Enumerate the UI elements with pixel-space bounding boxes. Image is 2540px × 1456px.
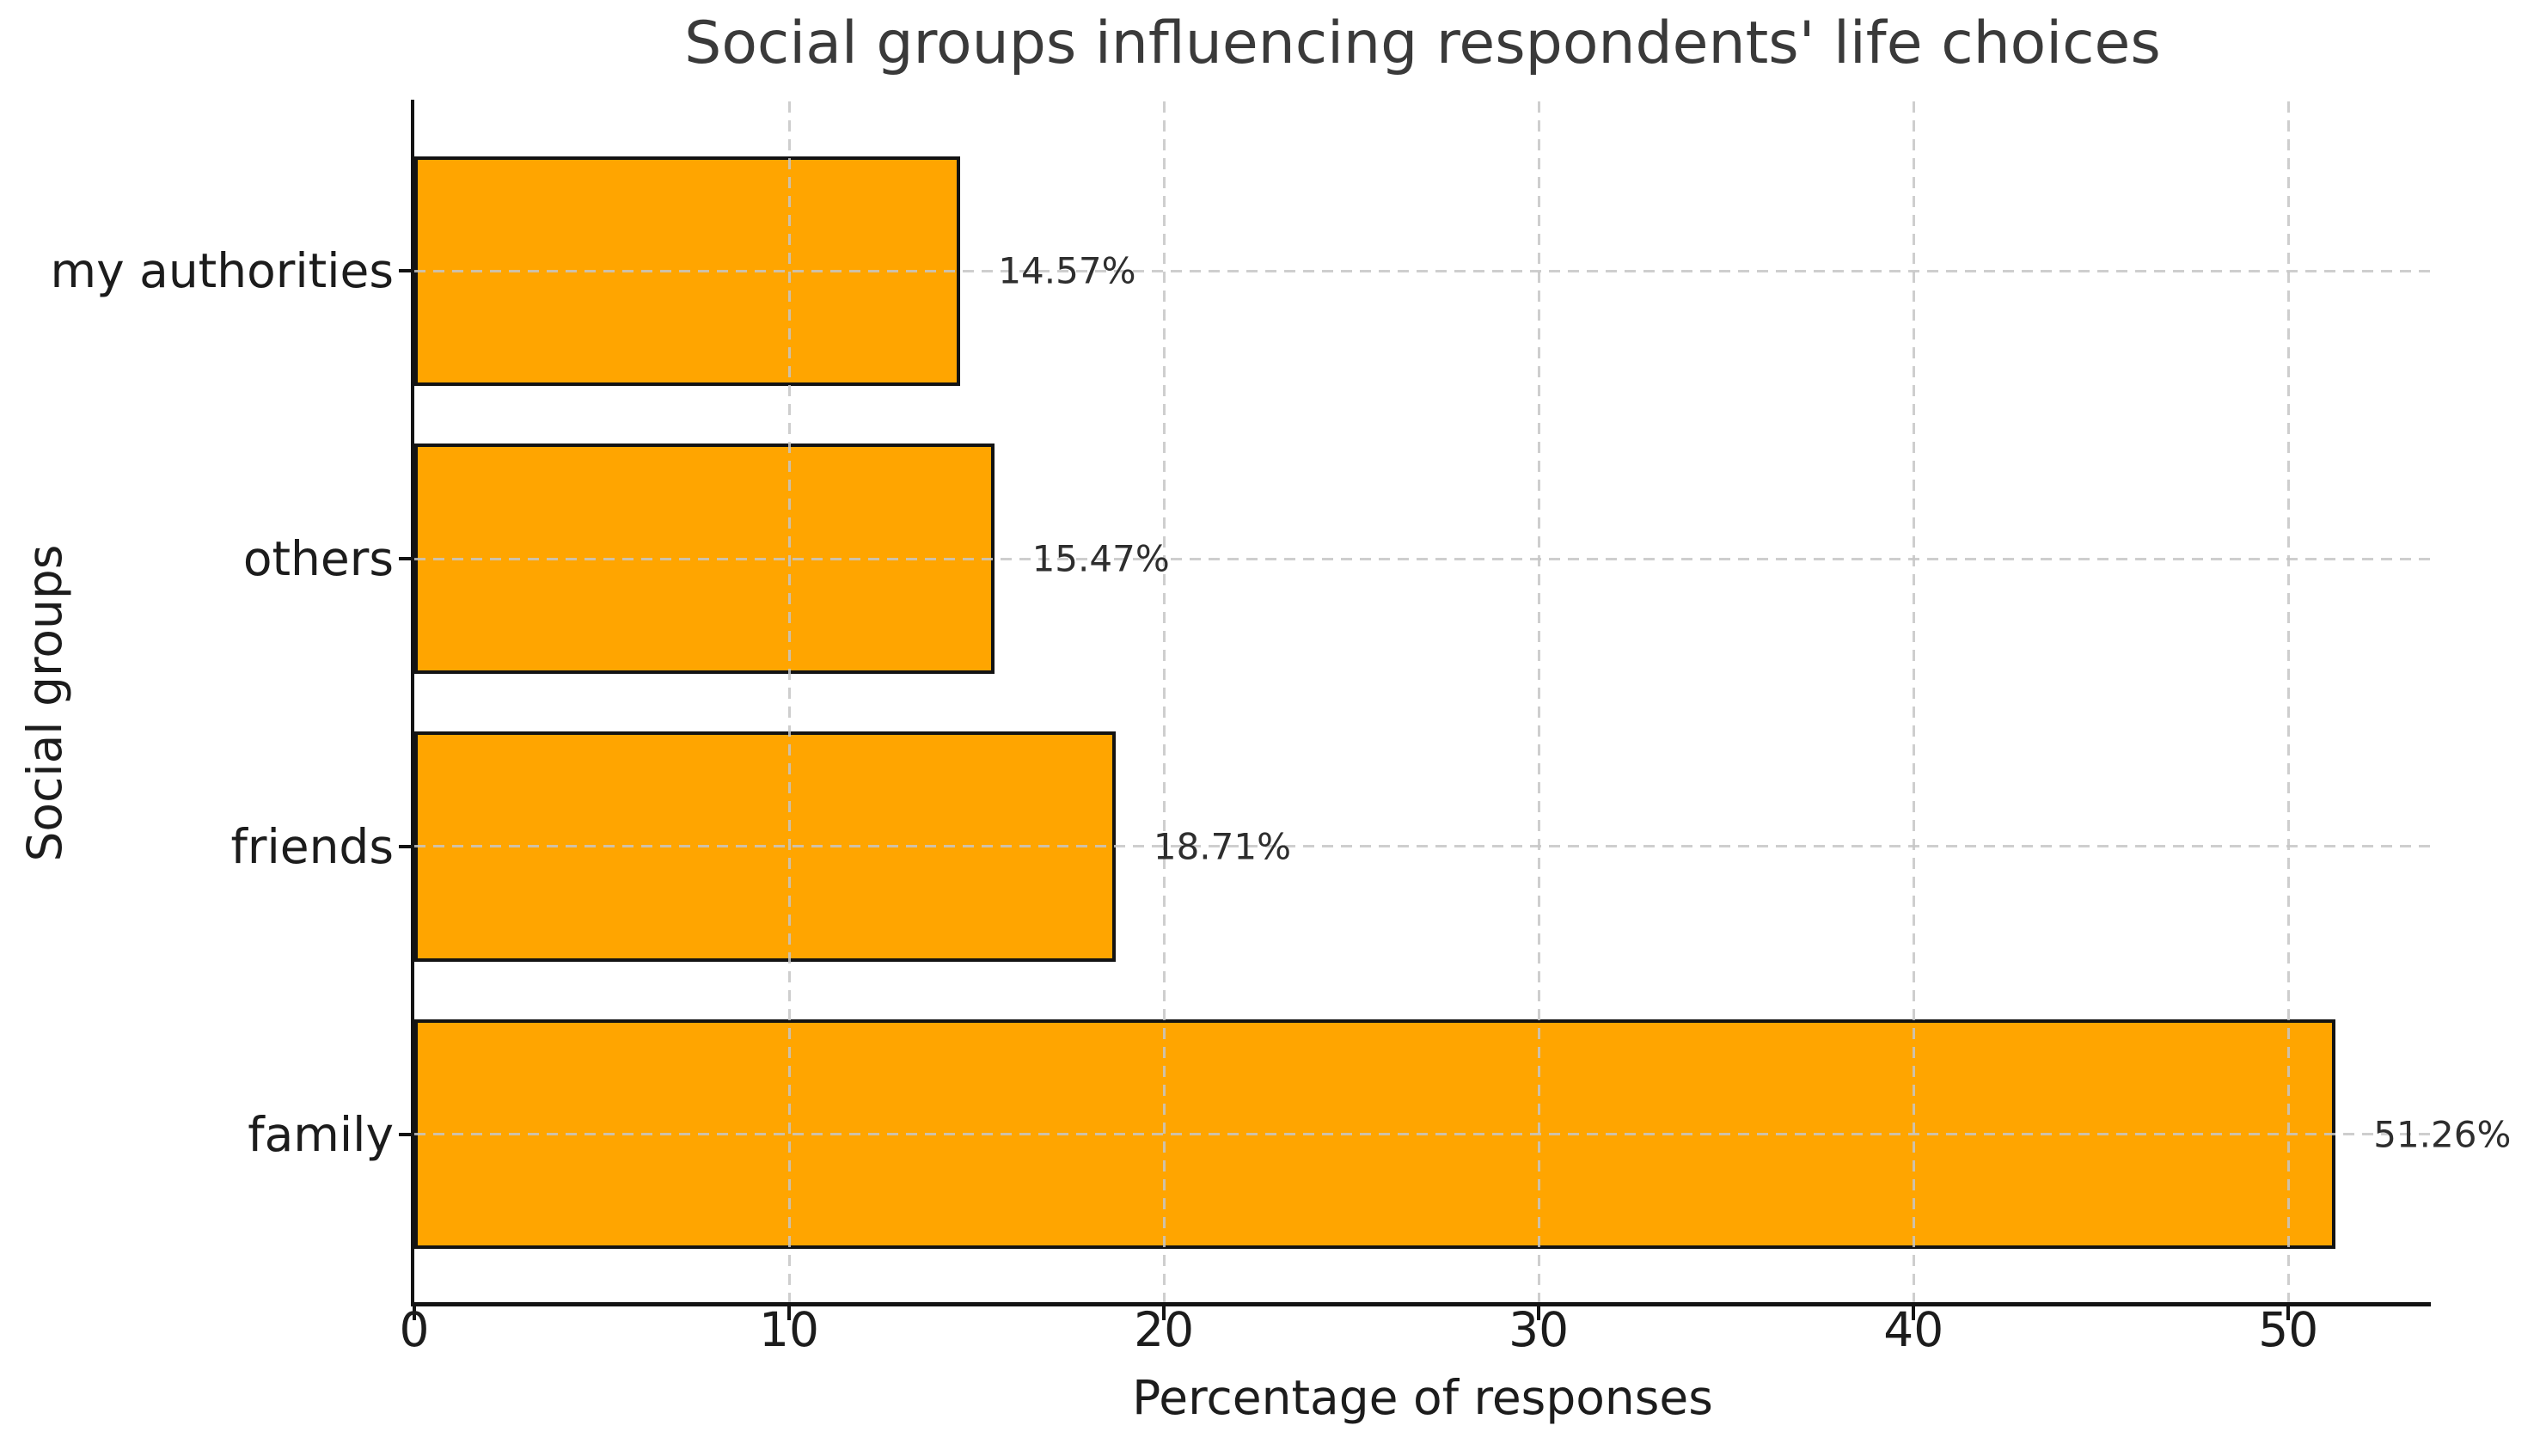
y-axis-label: Social groups — [17, 544, 72, 862]
axis-bottom-spine — [411, 1302, 2431, 1306]
y-tick-label: others — [242, 531, 394, 587]
x-tick — [2286, 1306, 2291, 1320]
y-tick — [399, 557, 411, 561]
y-tick — [399, 844, 411, 848]
x-tick-label: 50 — [2258, 1302, 2319, 1357]
x-tick — [413, 1306, 416, 1320]
x-gridline — [787, 101, 791, 1304]
y-gridline — [414, 845, 2431, 848]
y-tick-label: my authorities — [50, 243, 394, 299]
x-gridline — [2286, 101, 2290, 1304]
bar-value-label: 14.57% — [998, 249, 1136, 292]
bar-value-label: 18.71% — [1153, 825, 1292, 868]
bar-value-label: 51.26% — [2373, 1113, 2512, 1156]
y-tick — [399, 1132, 411, 1136]
bar-value-label: 15.47% — [1031, 537, 1170, 580]
x-axis-label: Percentage of responses — [1132, 1370, 1713, 1425]
x-gridline — [1537, 101, 1540, 1304]
x-gridline — [1162, 101, 1166, 1304]
x-tick — [787, 1306, 792, 1320]
x-tick-label: 30 — [1509, 1302, 1570, 1357]
x-tick-label: 40 — [1883, 1302, 1944, 1357]
y-gridline — [414, 1133, 2431, 1136]
axis-left-spine — [411, 100, 414, 1306]
chart-title: Social groups influencing respondents' l… — [684, 9, 2161, 77]
x-tick-label: 10 — [759, 1302, 820, 1357]
y-gridline — [414, 269, 2431, 272]
x-tick-label: 20 — [1134, 1302, 1195, 1357]
y-tick — [399, 269, 411, 273]
x-tick-label: 0 — [399, 1302, 430, 1357]
x-tick — [1537, 1306, 1541, 1320]
y-gridline — [414, 557, 2431, 560]
x-tick — [1912, 1306, 1916, 1320]
x-tick — [1162, 1306, 1166, 1320]
x-gridline — [1912, 101, 1915, 1304]
y-tick-label: friends — [230, 818, 394, 874]
y-tick-label: family — [248, 1106, 394, 1162]
